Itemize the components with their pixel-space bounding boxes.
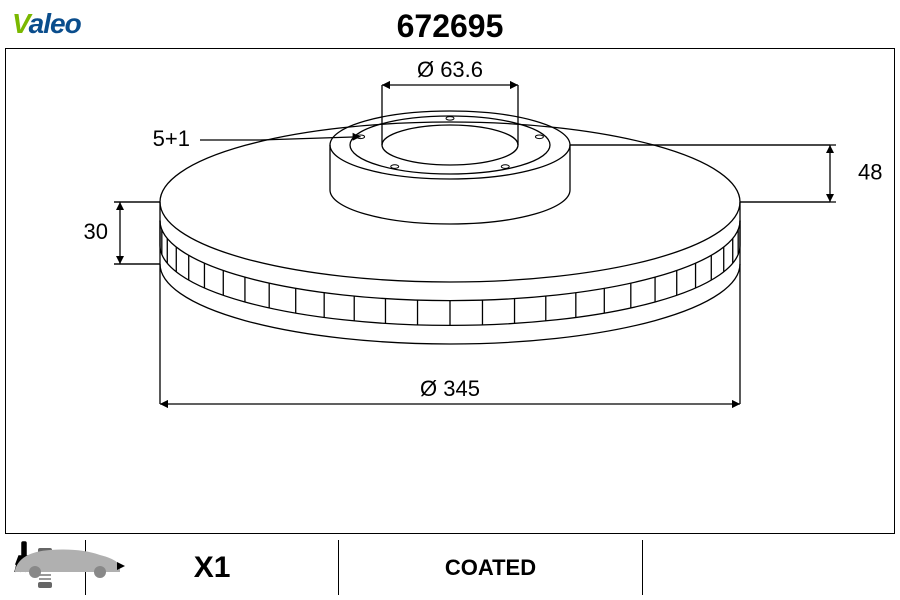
svg-text:5+1: 5+1 [153,126,190,151]
car-icon [5,540,125,580]
svg-text:Ø 345: Ø 345 [420,376,480,401]
svg-text:30: 30 [84,219,108,244]
coated-text: COATED [445,555,536,581]
svg-text:Ø 63.6: Ø 63.6 [417,57,483,82]
car-icon-cell [643,540,895,595]
footer-bar: X1 COATED [5,540,895,595]
technical-drawing: Ø 63.6 5+1 48 30 Ø 345 [0,0,900,540]
coated-label: COATED [339,540,643,595]
svg-text:48: 48 [858,160,882,185]
